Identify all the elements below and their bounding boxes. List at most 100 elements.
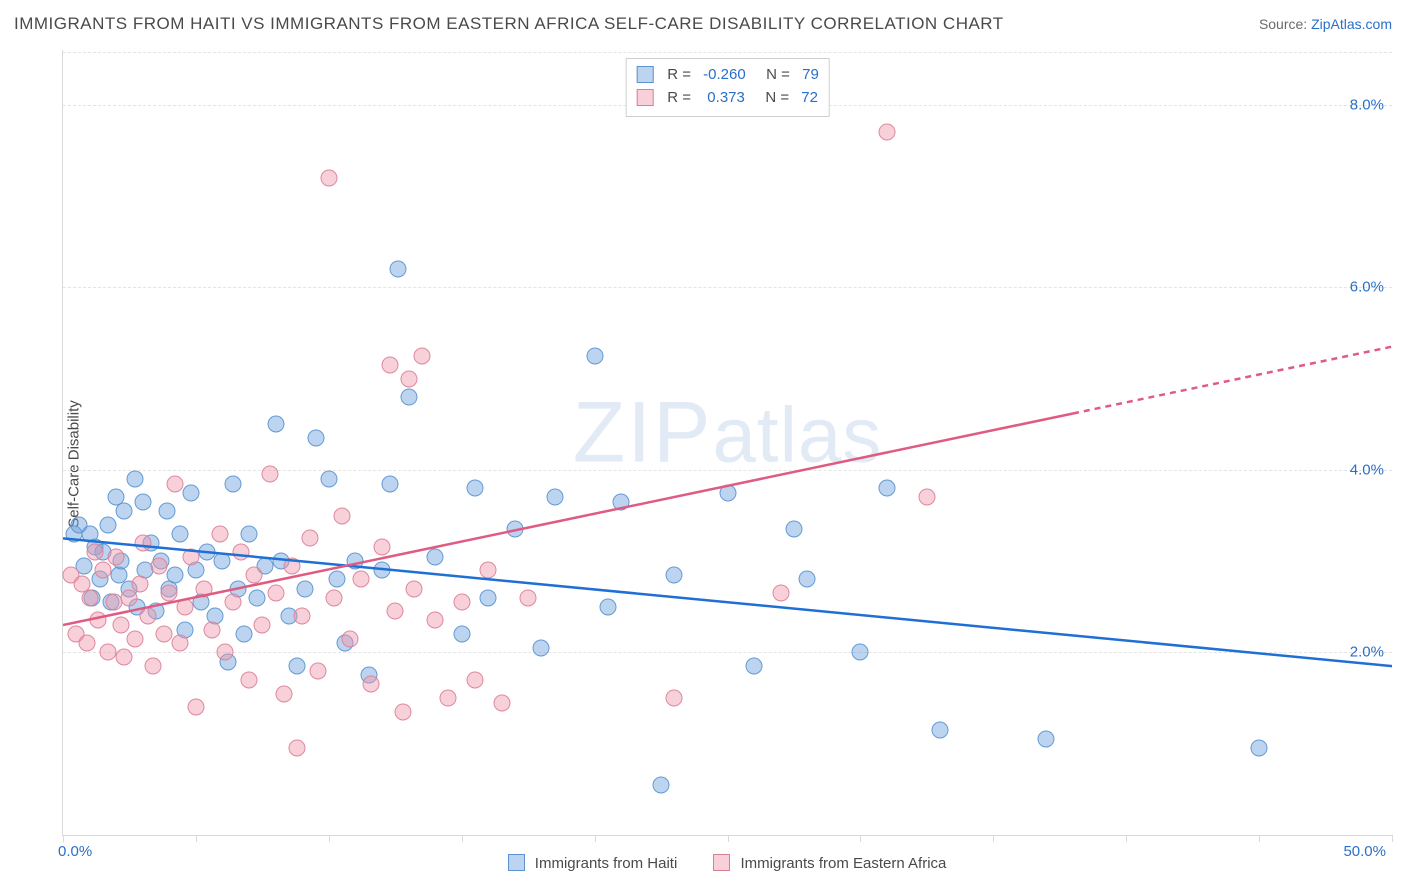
data-point <box>918 489 935 506</box>
data-point <box>100 644 117 661</box>
x-tick <box>728 835 729 842</box>
data-point <box>320 169 337 186</box>
data-point <box>177 598 194 615</box>
data-point <box>666 690 683 707</box>
data-point <box>134 493 151 510</box>
data-point <box>666 566 683 583</box>
data-point <box>405 580 422 597</box>
data-point <box>161 585 178 602</box>
data-point <box>171 525 188 542</box>
swatch-pink-icon <box>636 89 653 106</box>
x-tick <box>329 835 330 842</box>
data-point <box>86 544 103 561</box>
data-point <box>214 553 231 570</box>
data-point <box>400 388 417 405</box>
data-point <box>105 594 122 611</box>
swatch-pink-icon <box>713 854 730 871</box>
data-point <box>772 585 789 602</box>
data-point <box>249 589 266 606</box>
data-point <box>334 507 351 524</box>
data-point <box>381 356 398 373</box>
swatch-blue-icon <box>636 66 653 83</box>
chart-title: IMMIGRANTS FROM HAITI VS IMMIGRANTS FROM… <box>14 14 1004 34</box>
data-point <box>246 566 263 583</box>
data-point <box>466 671 483 688</box>
chart-area: Self-Care Disability ZIPatlas R = -0.260… <box>14 50 1392 878</box>
data-point <box>326 589 343 606</box>
x-tick <box>993 835 994 842</box>
data-point <box>241 671 258 688</box>
x-tick <box>462 835 463 842</box>
data-point <box>267 585 284 602</box>
data-point <box>78 635 95 652</box>
data-point <box>203 621 220 638</box>
x-tick <box>1259 835 1260 842</box>
data-point <box>480 589 497 606</box>
data-point <box>342 630 359 647</box>
data-point <box>1038 731 1055 748</box>
data-point <box>241 525 258 542</box>
data-point <box>145 658 162 675</box>
data-point <box>373 539 390 556</box>
data-point <box>381 475 398 492</box>
data-point <box>158 502 175 519</box>
data-point <box>217 644 234 661</box>
data-point <box>225 475 242 492</box>
data-point <box>413 347 430 364</box>
data-point <box>126 630 143 647</box>
data-point <box>302 530 319 547</box>
data-point <box>134 534 151 551</box>
data-point <box>235 626 252 643</box>
data-point <box>586 347 603 364</box>
x-tick <box>1126 835 1127 842</box>
data-point <box>113 617 130 634</box>
data-point <box>195 580 212 597</box>
data-point <box>395 703 412 720</box>
data-point <box>262 466 279 483</box>
data-point <box>352 571 369 588</box>
data-point <box>140 607 157 624</box>
data-point <box>211 525 228 542</box>
data-point <box>453 594 470 611</box>
data-point <box>506 521 523 538</box>
data-point <box>363 676 380 693</box>
data-point <box>440 690 457 707</box>
legend-item-haiti: Immigrants from Haiti <box>508 854 678 872</box>
data-point <box>719 484 736 501</box>
stats-row-haiti: R = -0.260 N = 79 <box>636 63 819 86</box>
data-point <box>108 548 125 565</box>
data-point <box>746 658 763 675</box>
legend-item-eastafrica: Immigrants from Eastern Africa <box>713 854 946 872</box>
data-point <box>126 471 143 488</box>
data-point <box>799 571 816 588</box>
data-point <box>182 484 199 501</box>
data-point <box>310 662 327 679</box>
data-point <box>389 261 406 278</box>
data-point <box>328 571 345 588</box>
plot-region: ZIPatlas R = -0.260 N = 79 R = 0.373 N =… <box>62 50 1392 836</box>
data-point <box>296 580 313 597</box>
data-point <box>94 562 111 579</box>
data-point <box>156 626 173 643</box>
data-point <box>466 480 483 497</box>
data-point <box>81 589 98 606</box>
data-point <box>171 635 188 652</box>
data-point <box>307 429 324 446</box>
data-point <box>132 575 149 592</box>
x-tick <box>595 835 596 842</box>
swatch-blue-icon <box>508 854 525 871</box>
stats-row-eastafrica: R = 0.373 N = 72 <box>636 86 819 109</box>
data-point <box>852 644 869 661</box>
data-point <box>288 740 305 757</box>
source-link[interactable]: ZipAtlas.com <box>1311 16 1392 32</box>
data-point <box>254 617 271 634</box>
data-point <box>187 699 204 716</box>
data-point <box>493 694 510 711</box>
data-point <box>878 480 895 497</box>
x-tick <box>196 835 197 842</box>
data-point <box>121 589 138 606</box>
data-point <box>878 124 895 141</box>
data-point <box>785 521 802 538</box>
data-point <box>275 685 292 702</box>
data-point <box>453 626 470 643</box>
